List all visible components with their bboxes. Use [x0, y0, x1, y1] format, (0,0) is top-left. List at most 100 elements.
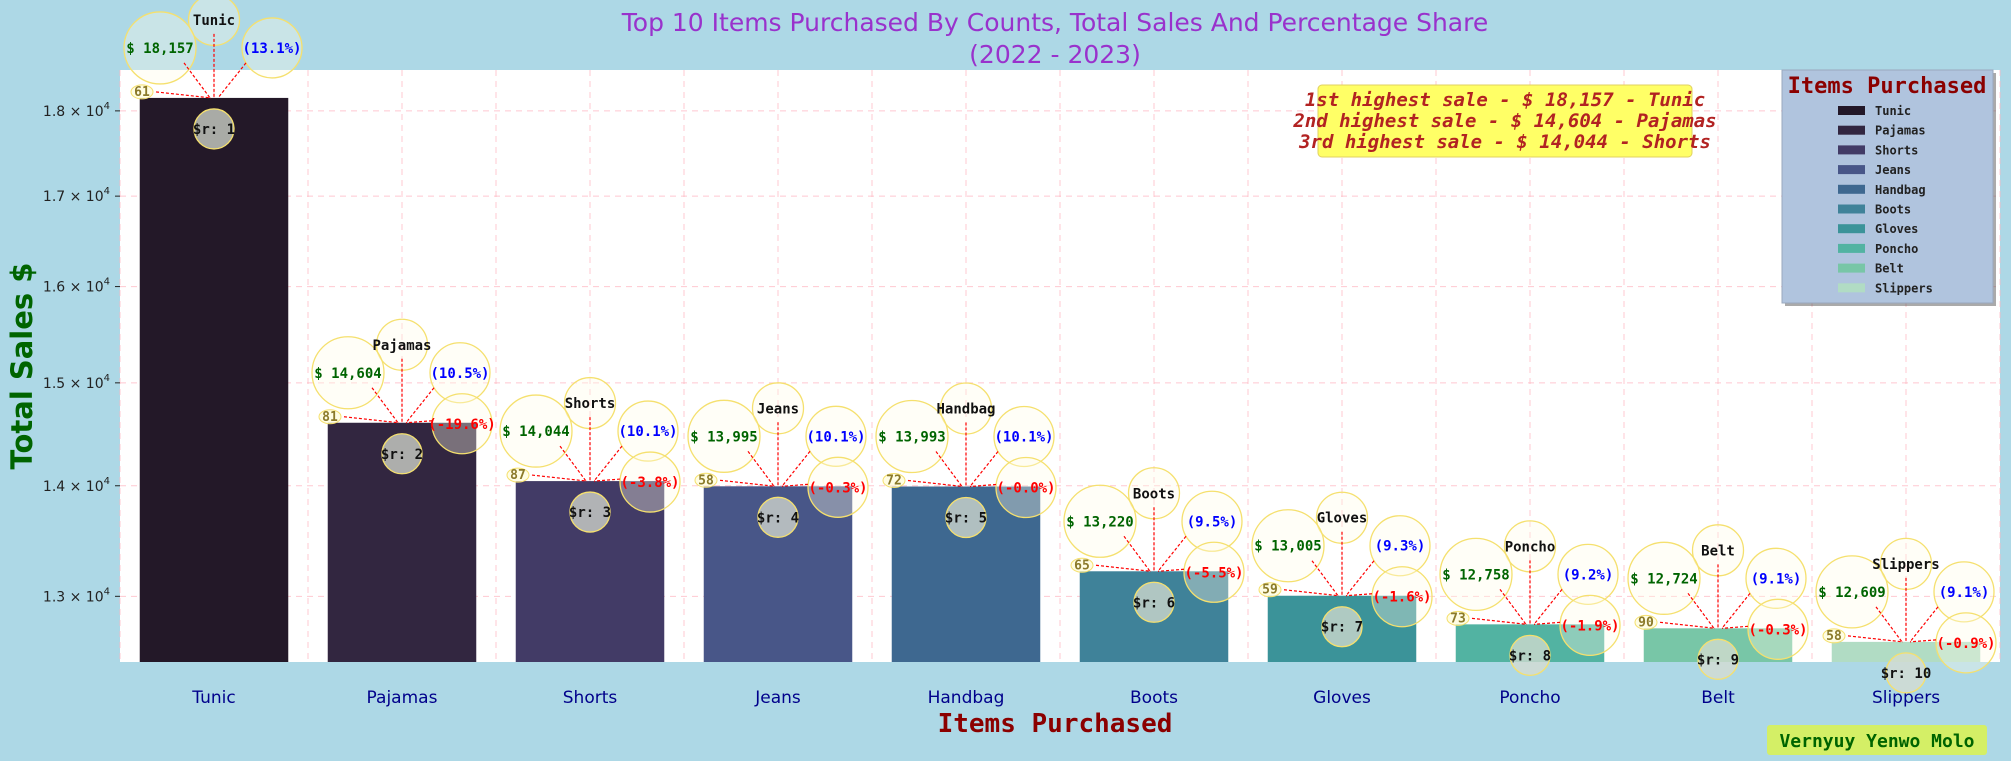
bar-slippers: [1831, 641, 1981, 662]
annotation-arrow: [1283, 589, 1340, 597]
annotation-arrow: [1687, 592, 1715, 629]
x-tick-label: Slippers: [1872, 688, 1940, 708]
annotation-arrow: [1533, 588, 1563, 625]
count-label: 61: [134, 85, 150, 100]
count-halo: [130, 84, 154, 100]
bar-tunic: [139, 97, 289, 662]
x-tick-label: Poncho: [1499, 688, 1560, 708]
x-tick-label: Shorts: [563, 688, 618, 708]
label-bubble: [123, 11, 197, 85]
rank-label: $r: 10: [1881, 666, 1932, 682]
label-bubble: [1933, 561, 1995, 623]
label-bubble: [1697, 638, 1739, 680]
count-halo: [1822, 628, 1846, 644]
legend-swatch: [1838, 224, 1865, 234]
label-bubble: [1627, 541, 1701, 615]
annotation-arrow: [1659, 621, 1716, 629]
annotation-arrow: [531, 474, 588, 482]
change-label: (-0.0%): [996, 481, 1055, 497]
annotation-arrow: [1157, 568, 1185, 572]
annotation-arrow: [593, 445, 623, 482]
rank-label: $r: 5: [945, 511, 987, 527]
annotation-arrow: [1499, 588, 1527, 625]
count-label: 73: [1450, 611, 1466, 626]
count-label: 58: [1826, 629, 1842, 644]
highlight-line-3: 3rd highest sale - $ 14,044 - Shorts: [1298, 131, 1711, 153]
annotation-arrow: [1345, 593, 1373, 597]
label-bubble: [1815, 555, 1889, 629]
change-label: (-5.5%): [1184, 565, 1243, 581]
count-label: 90: [1638, 615, 1654, 630]
change-label: (-3.8%): [620, 475, 679, 491]
count-halo: [1258, 582, 1282, 598]
count-halo: [506, 467, 530, 483]
rank-label: $r: 1: [193, 122, 235, 138]
item-name-label: Slippers: [1872, 557, 1939, 573]
y-tick-base: 1.4 × 10: [43, 479, 104, 495]
annotation-arrow: [1909, 606, 1939, 643]
item-name-label: Gloves: [1317, 511, 1368, 527]
sales-label: $ 14,604: [314, 366, 381, 382]
item-name-label: Boots: [1133, 486, 1175, 502]
annotation-arrow: [371, 387, 399, 424]
y-tick-exponent: 4: [104, 476, 110, 487]
label-bubble: [381, 433, 423, 475]
sales-label: $ 12,609: [1818, 585, 1885, 601]
legend-label: Poncho: [1875, 242, 1918, 256]
annotation-arrow: [155, 91, 212, 99]
count-label: 58: [698, 473, 714, 488]
annotation-arrow: [907, 479, 964, 488]
y-tick-exponent: 4: [104, 373, 110, 384]
legend-swatch: [1838, 165, 1865, 175]
rank-label: $r: 8: [1509, 648, 1551, 664]
label-bubble: [569, 491, 611, 533]
label-bubble: [1183, 541, 1245, 603]
annotation-arrow: [1847, 635, 1904, 643]
annotation-arrow: [405, 420, 433, 424]
annotation-arrow: [1471, 617, 1528, 625]
label-bubble: [807, 456, 869, 518]
change-label: (-0.3%): [808, 480, 867, 496]
y-tick-label: 1.4 × 104: [43, 476, 110, 495]
y-tick-base: 1.6 × 10: [43, 280, 104, 296]
legend-label: Belt: [1875, 262, 1904, 276]
signature: Vernyuy Yenwo Molo: [1767, 725, 1987, 755]
item-name-label: Pajamas: [372, 338, 431, 354]
signature-bg: [1767, 725, 1987, 755]
sales-label: $ 14,044: [502, 424, 569, 440]
label-bubble: [1509, 634, 1551, 676]
legend-swatch: [1838, 283, 1865, 293]
label-bubble: [311, 336, 385, 410]
label-bubble: [429, 342, 491, 404]
annotation-arrow: [969, 451, 999, 487]
y-tick-exponent: 4: [104, 186, 110, 197]
count-halo: [694, 472, 718, 488]
sales-label: $ 18,157: [126, 41, 193, 57]
label-bubble: [993, 405, 1055, 468]
label-bubble: [193, 108, 235, 150]
percentage-label: (10.1%): [994, 430, 1053, 446]
x-tick-label: Boots: [1130, 688, 1178, 708]
label-bubble: [1063, 484, 1137, 558]
label-bubble: [995, 456, 1057, 519]
y-tick-label: 1.5 × 104: [43, 373, 110, 392]
legend-label: Jeans: [1875, 163, 1911, 177]
label-bubble: [431, 393, 493, 455]
label-bubble: [1885, 652, 1927, 694]
item-name-label: Shorts: [565, 396, 616, 412]
signature-text: Vernyuy Yenwo Molo: [1779, 731, 1974, 752]
x-tick-label: Handbag: [928, 688, 1005, 708]
annotation-arrow: [1721, 625, 1749, 629]
legend-swatch: [1838, 125, 1865, 135]
x-tick-label: Jeans: [754, 688, 801, 708]
annotation-arrow: [405, 387, 435, 424]
label-bubble: [1133, 581, 1175, 623]
bars-layer: [139, 97, 1981, 662]
label-bubble: [619, 451, 681, 513]
percentage-label: (9.1%): [1751, 571, 1802, 587]
legend-label: Slippers: [1875, 281, 1933, 295]
sales-label: $ 13,995: [690, 429, 757, 445]
annotation-arrow: [1095, 564, 1152, 572]
y-tick-exponent: 4: [104, 101, 110, 112]
label-bubble: [1935, 612, 1997, 674]
